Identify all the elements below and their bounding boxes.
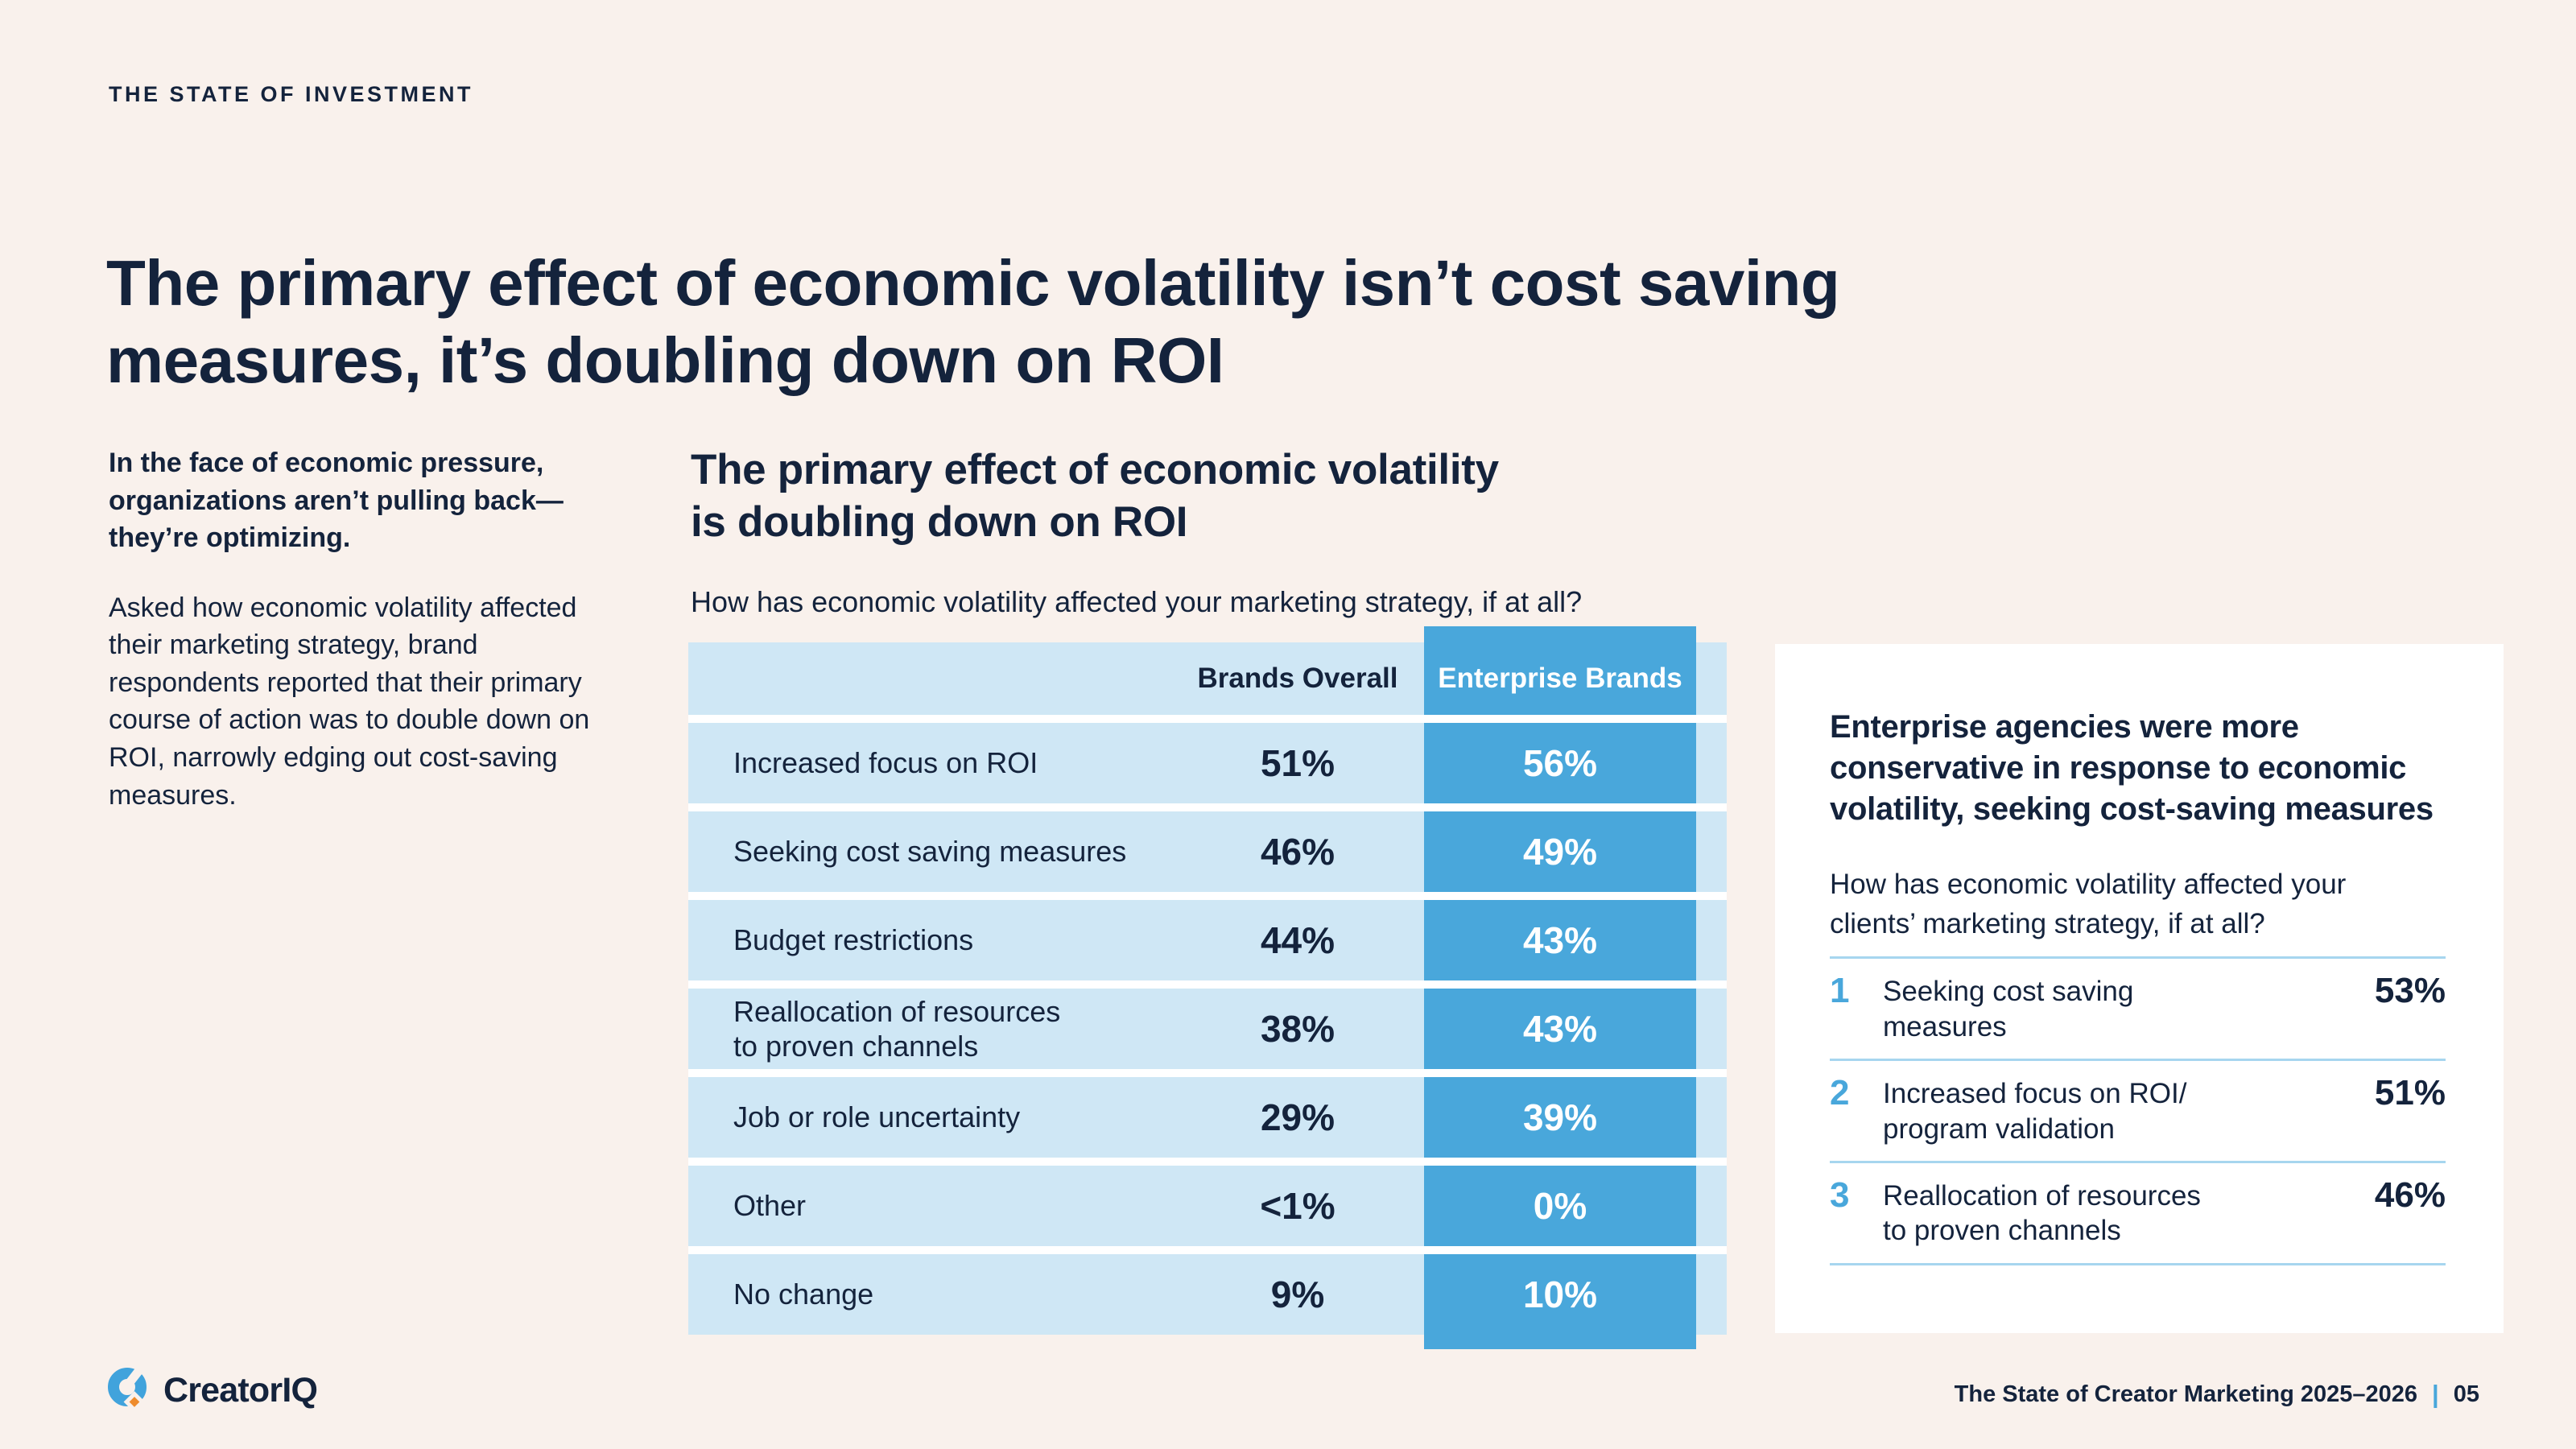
intro-lead: In the face of economic pressure, organi… xyxy=(109,448,564,554)
report-title: The State of Creator Marketing 2025–2026 xyxy=(1954,1381,2418,1407)
item-value: 46% xyxy=(2374,1174,2446,1215)
volatility-table: Brands Overall Enterprise Brands Increas… xyxy=(688,626,1727,1349)
footer-brand: CreatorIQ xyxy=(107,1362,318,1414)
intro-column: In the face of economic pressure, organi… xyxy=(109,444,592,814)
table-row: Other <1% 0% xyxy=(688,1166,1727,1254)
item-value: 53% xyxy=(2374,971,2446,1011)
row-value-brands: 44% xyxy=(1260,919,1335,961)
row-label: Other xyxy=(733,1189,807,1223)
item-value: 51% xyxy=(2374,1073,2446,1113)
row-value-brands: 9% xyxy=(1270,1274,1325,1315)
rank-number: 1 xyxy=(1830,971,1850,1011)
row-value-brands: <1% xyxy=(1260,1185,1335,1227)
chart-title: The primary effect of economic volatilit… xyxy=(691,446,1499,546)
panel-title: Enterprise agencies were more conservati… xyxy=(1830,709,2434,827)
enterprise-agencies-panel: Enterprise agencies were more conservati… xyxy=(1775,644,2504,1333)
intro-body: Asked how economic volatility affected t… xyxy=(109,592,590,811)
row-label: Seeking cost saving measures xyxy=(733,835,1127,869)
row-value-enterprise: 49% xyxy=(1522,831,1598,873)
item-label: Reallocation of resources to proven chan… xyxy=(1883,1179,2201,1247)
chart-heading: The primary effect of economic volatilit… xyxy=(691,444,1818,619)
table-row: Job or role uncertainty 29% 39% xyxy=(688,1077,1727,1166)
table-header-row: Brands Overall Enterprise Brands xyxy=(688,642,1727,723)
row-label: Budget restrictions xyxy=(733,923,974,957)
row-value-brands: 46% xyxy=(1260,831,1335,873)
row-label: Reallocation of resources to proven chan… xyxy=(733,994,1061,1063)
row-value-brands: 29% xyxy=(1260,1096,1335,1138)
row-value-brands: 38% xyxy=(1260,1008,1335,1050)
rank-number: 3 xyxy=(1830,1174,1850,1215)
column-header-brands-overall: Brands Overall xyxy=(1197,663,1398,694)
table-row: Increased focus on ROI 51% 56% xyxy=(688,723,1727,811)
table-row: Seeking cost saving measures 46% 49% xyxy=(688,811,1727,900)
row-value-enterprise: 43% xyxy=(1522,1008,1598,1050)
row-label: Increased focus on ROI xyxy=(733,746,1038,780)
creatoriq-wordmark: CreatorIQ xyxy=(163,1370,318,1410)
panel-question: How has economic volatility affected you… xyxy=(1830,869,2347,940)
eyebrow-label: THE STATE OF INVESTMENT xyxy=(109,82,474,106)
chart-question: How has economic volatility affected you… xyxy=(691,585,1583,619)
ranked-list: 1 Seeking cost saving measures 53% 2 Inc… xyxy=(1830,956,2446,1265)
list-item: 3 Reallocation of resources to proven ch… xyxy=(1830,1160,2446,1265)
creatoriq-logo-icon xyxy=(107,1362,151,1414)
page-title: The primary effect of economic volatilit… xyxy=(106,246,1840,397)
page-number: 05 xyxy=(2453,1381,2479,1407)
footer-divider: | xyxy=(2432,1380,2439,1408)
list-item: 1 Seeking cost saving measures 53% xyxy=(1830,956,2446,1059)
list-item: 2 Increased focus on ROI/ program valida… xyxy=(1830,1059,2446,1161)
table-row: Reallocation of resources to proven chan… xyxy=(688,989,1727,1077)
row-value-enterprise: 0% xyxy=(1533,1185,1587,1227)
row-value-enterprise: 43% xyxy=(1522,919,1598,961)
row-label: No change xyxy=(733,1278,874,1311)
row-value-brands: 51% xyxy=(1260,742,1335,784)
item-label: Increased focus on ROI/ program validati… xyxy=(1883,1078,2187,1145)
table-row: No change 9% 10% xyxy=(688,1254,1727,1335)
row-value-enterprise: 56% xyxy=(1522,742,1598,784)
row-label: Job or role uncertainty xyxy=(733,1100,1021,1134)
table-row: Budget restrictions 44% 43% xyxy=(688,900,1727,989)
item-label: Seeking cost saving measures xyxy=(1883,976,2134,1042)
footer-page-info: The State of Creator Marketing 2025–2026… xyxy=(1955,1380,2479,1409)
column-header-enterprise-brands: Enterprise Brands xyxy=(1438,663,1682,694)
row-value-enterprise: 10% xyxy=(1522,1274,1598,1315)
rank-number: 2 xyxy=(1830,1073,1850,1113)
row-value-enterprise: 39% xyxy=(1522,1096,1598,1138)
